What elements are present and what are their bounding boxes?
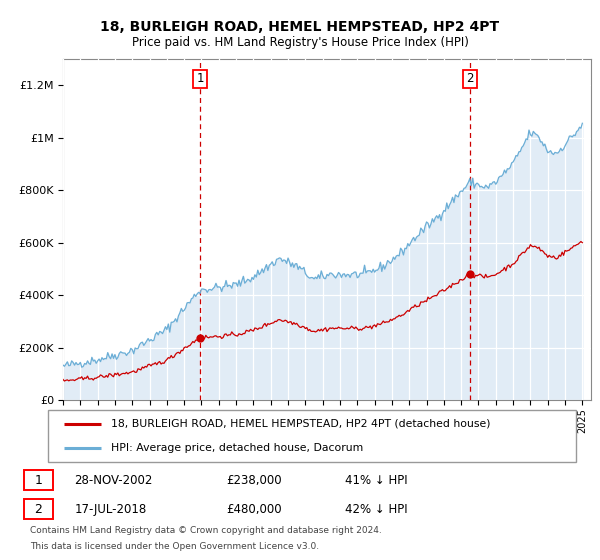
Text: 1: 1 [34,474,42,487]
Text: 18, BURLEIGH ROAD, HEMEL HEMPSTEAD, HP2 4PT: 18, BURLEIGH ROAD, HEMEL HEMPSTEAD, HP2 … [100,20,500,34]
Text: 41% ↓ HPI: 41% ↓ HPI [345,474,408,487]
Text: HPI: Average price, detached house, Dacorum: HPI: Average price, detached house, Daco… [112,443,364,453]
Text: £238,000: £238,000 [227,474,283,487]
Text: Price paid vs. HM Land Registry's House Price Index (HPI): Price paid vs. HM Land Registry's House … [131,36,469,49]
Text: 2: 2 [466,72,473,86]
Text: 2: 2 [34,503,42,516]
Text: Contains HM Land Registry data © Crown copyright and database right 2024.: Contains HM Land Registry data © Crown c… [30,526,382,535]
Text: 17-JUL-2018: 17-JUL-2018 [74,503,146,516]
Text: 18, BURLEIGH ROAD, HEMEL HEMPSTEAD, HP2 4PT (detached house): 18, BURLEIGH ROAD, HEMEL HEMPSTEAD, HP2 … [112,419,491,429]
Text: This data is licensed under the Open Government Licence v3.0.: This data is licensed under the Open Gov… [30,542,319,551]
Bar [23,470,53,491]
Bar [23,499,53,519]
Text: 1: 1 [196,72,204,86]
Text: £480,000: £480,000 [227,503,283,516]
Text: 42% ↓ HPI: 42% ↓ HPI [345,503,408,516]
Text: 28-NOV-2002: 28-NOV-2002 [74,474,153,487]
